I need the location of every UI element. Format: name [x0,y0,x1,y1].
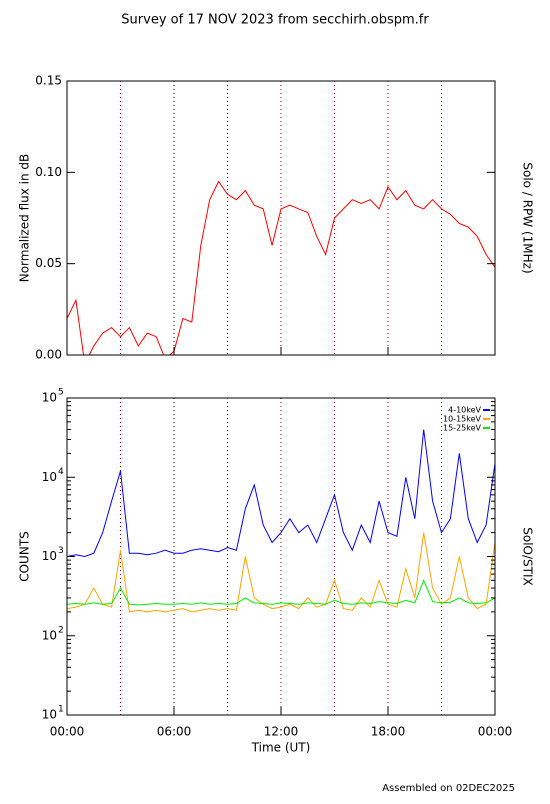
y-tick-label: 10 [42,628,57,642]
chart-title: Survey of 17 NOV 2023 from secchirh.obsp… [121,13,429,28]
x-tick-label: 00:00 [50,725,85,739]
series-line [67,532,495,613]
series-line [67,180,495,355]
x-axis-label: Time (UT) [251,741,311,755]
legend-label: 10-15keV [443,415,482,424]
legend-label: 15-25keV [443,424,482,433]
y-tick-label: 0.10 [35,165,62,179]
x-tick-label: 06:00 [157,725,192,739]
right-label: Solo / RPW (1MHz) [521,162,535,273]
y-tick-exponent: 5 [58,388,64,398]
series-line [67,429,495,558]
y-tick-label: 10 [42,470,57,484]
y-axis-label: Normalized flux in dB [18,154,32,283]
x-tick-label: 12:00 [264,725,299,739]
x-tick-label: 00:00 [478,725,513,739]
right-label: SolO/STIX [521,527,535,586]
y-tick-exponent: 4 [58,467,64,477]
series-line [67,579,495,606]
x-tick-label: 18:00 [371,725,406,739]
y-tick-label: 0.05 [35,256,62,270]
y-tick-label: 10 [42,549,57,563]
y-tick-exponent: 1 [58,705,64,715]
y-tick-label: 10 [42,708,57,722]
y-tick-label: 0.15 [35,74,62,88]
legend-label: 4-10keV [448,406,481,415]
y-tick-exponent: 2 [58,625,64,635]
footer: Assembled on 02DEC2025 [382,783,515,794]
y-axis-label: COUNTS [18,531,32,582]
y-tick-exponent: 3 [58,546,64,556]
y-tick-label: 0.00 [35,348,62,362]
y-tick-label: 10 [42,391,57,405]
